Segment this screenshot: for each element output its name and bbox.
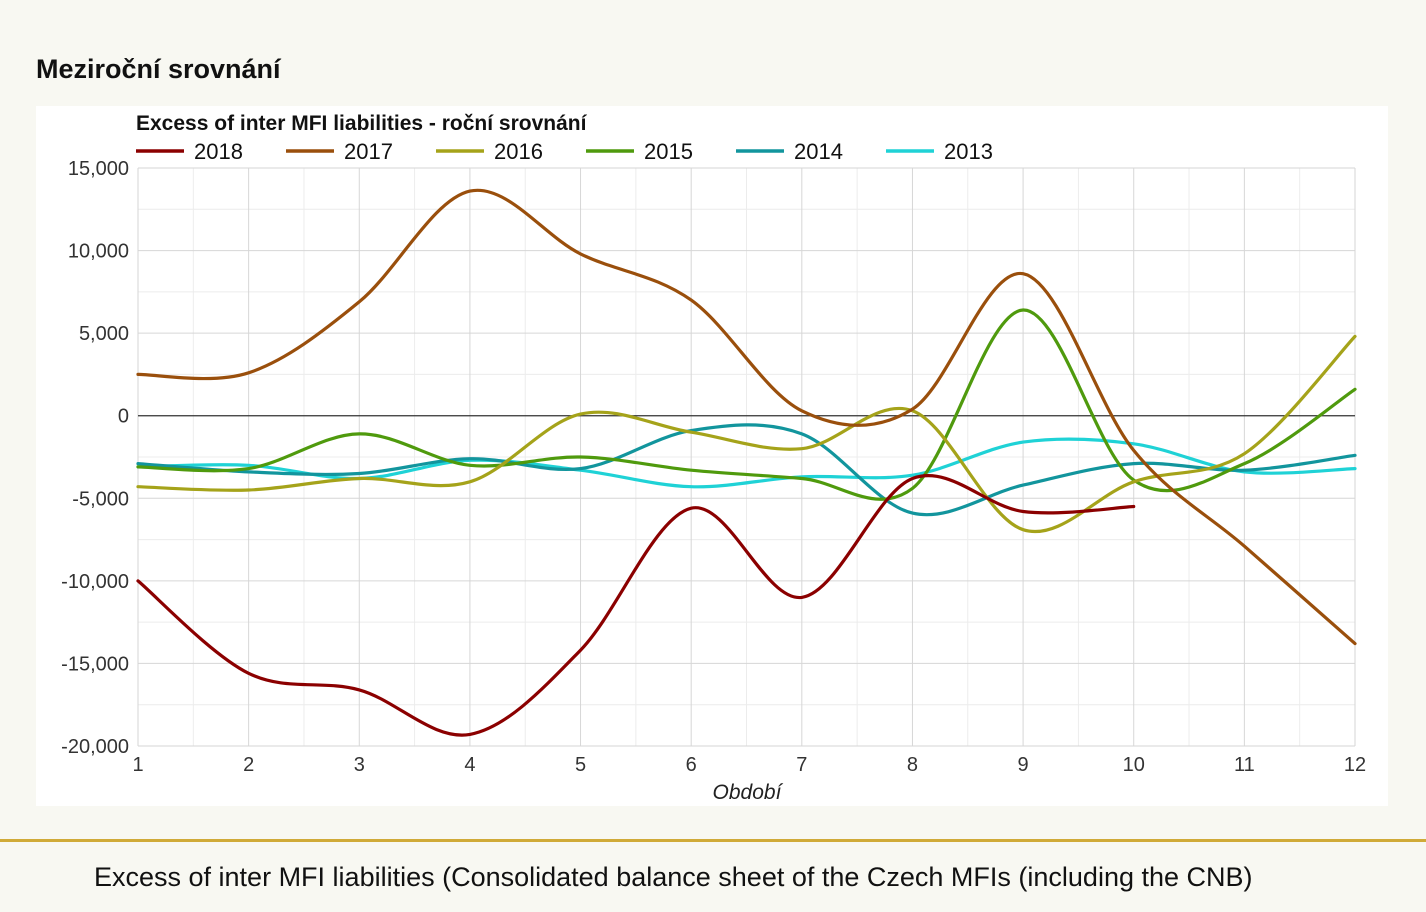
tick-labels: 1 2 3 4 5 6 7 8 9 10 11 1215,00010,0005,0000-5,000-… [61, 158, 1366, 776]
legend-label: 2016 [494, 139, 543, 164]
line-chart: 1 2 3 4 5 6 7 8 9 10 11 1215,00010,0005,0000-5,000-… [61, 112, 1366, 804]
series-line-2015 [136, 308, 1357, 501]
x-tick-label: 3 [354, 754, 365, 776]
x-tick-label: 2 [243, 754, 254, 776]
x-tick-label: 1 [132, 754, 143, 776]
section-title: Meziroční srovnání [36, 54, 281, 84]
legend-label: 2018 [194, 139, 243, 164]
legend-label: 2017 [344, 139, 393, 164]
legend-item-2017[interactable]: 2017 [286, 139, 393, 164]
legend[interactable]: 2018 2017 2016 2015 2014 2013 [136, 139, 993, 164]
y-tick-label: 15,000 [68, 158, 129, 180]
x-tick-label: 6 [686, 754, 697, 776]
x-tick-label: 7 [796, 754, 807, 776]
legend-label: 2014 [794, 139, 843, 164]
series-line-2018 [136, 474, 1136, 737]
legend-item-2016[interactable]: 2016 [436, 139, 543, 164]
chart-caption: Excess of inter MFI liabilities (Consoli… [94, 862, 1253, 892]
chart-title: Excess of inter MFI liabilities - roční … [136, 112, 588, 135]
x-tick-label: 10 [1123, 754, 1145, 776]
x-axis-label: Období [713, 781, 784, 804]
y-tick-label: -20,000 [61, 736, 129, 758]
y-tick-label: -15,000 [61, 653, 129, 675]
x-tick-label: 12 [1344, 754, 1366, 776]
chart-panel: 1 2 3 4 5 6 7 8 9 10 11 12 15,000 10,000 5,000 0 -5,000-… [36, 106, 1388, 806]
x-tick-label: 5 [575, 754, 586, 776]
x-tick-label: 11 [1234, 754, 1255, 776]
legend-item-2013[interactable]: 2013 [886, 139, 993, 164]
legend-item-2014[interactable]: 2014 [736, 139, 843, 164]
y-tick-label: 5,000 [79, 323, 129, 345]
x-tick-label: 8 [907, 754, 918, 776]
y-tick-label: -10,000 [61, 571, 129, 593]
x-tick-label: 9 [1018, 754, 1029, 776]
y-tick-label: -5,000 [72, 488, 129, 510]
legend-label: 2013 [944, 139, 993, 164]
series-line-2014 [136, 423, 1357, 517]
legend-item-2018[interactable]: 2018 [136, 139, 243, 164]
legend-label: 2015 [644, 139, 693, 164]
y-tick-label: 10,000 [68, 241, 129, 263]
divider [0, 839, 1426, 842]
y-tick-label: 0 [118, 406, 129, 428]
series-line-2017 [136, 188, 1357, 646]
legend-item-2015[interactable]: 2015 [586, 139, 693, 164]
series-lines [136, 188, 1357, 737]
x-tick-label: 4 [464, 754, 475, 776]
grid [137, 167, 1356, 747]
